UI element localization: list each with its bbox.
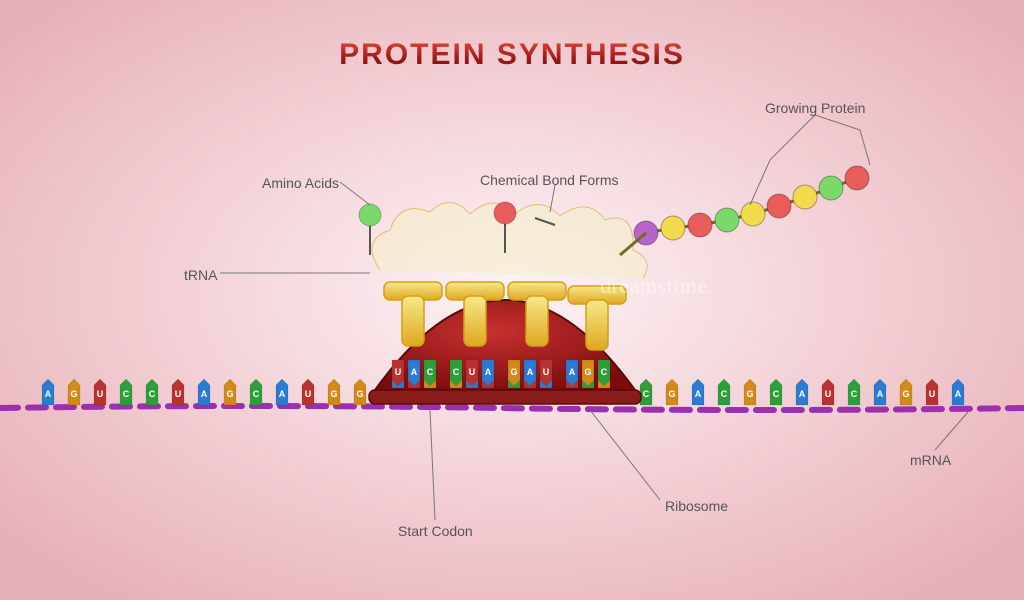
- label-trna: tRNA: [184, 267, 217, 283]
- page-title: PROTEIN SYNTHESIS: [339, 38, 685, 72]
- svg-text:A: A: [955, 389, 962, 399]
- svg-text:G: G: [356, 389, 363, 399]
- svg-text:G: G: [226, 389, 233, 399]
- label-start-codon: Start Codon: [398, 523, 473, 539]
- label-ribosome: Ribosome: [665, 498, 728, 514]
- svg-text:A: A: [527, 367, 534, 377]
- label-amino-acids: Amino Acids: [262, 175, 339, 191]
- svg-text:G: G: [902, 389, 909, 399]
- svg-text:C: C: [453, 367, 460, 377]
- svg-text:U: U: [97, 389, 104, 399]
- svg-text:U: U: [543, 367, 550, 377]
- svg-text:G: G: [70, 389, 77, 399]
- svg-text:C: C: [851, 389, 858, 399]
- svg-text:U: U: [825, 389, 832, 399]
- svg-text:U: U: [395, 367, 402, 377]
- svg-text:A: A: [569, 367, 576, 377]
- svg-text:U: U: [469, 367, 476, 377]
- svg-text:G: G: [668, 389, 675, 399]
- svg-text:G: G: [746, 389, 753, 399]
- svg-text:C: C: [427, 367, 434, 377]
- svg-text:C: C: [601, 367, 608, 377]
- label-growing-protein: Growing Protein: [765, 100, 865, 116]
- svg-text:C: C: [149, 389, 156, 399]
- svg-text:U: U: [175, 389, 182, 399]
- svg-text:A: A: [201, 389, 208, 399]
- svg-text:C: C: [123, 389, 130, 399]
- svg-text:A: A: [279, 389, 286, 399]
- label-mrna: mRNA: [910, 452, 951, 468]
- svg-text:C: C: [643, 389, 650, 399]
- svg-text:C: C: [773, 389, 780, 399]
- svg-text:C: C: [721, 389, 728, 399]
- svg-text:U: U: [305, 389, 312, 399]
- label-chemical-bond: Chemical Bond Forms: [480, 172, 619, 188]
- diagram-svg: AGUCCUAGCAUGGCGACGCAUCAGUAAUGUACGAUCUACU…: [0, 0, 1024, 600]
- svg-text:A: A: [485, 367, 492, 377]
- svg-text:G: G: [584, 367, 591, 377]
- diagram-canvas: AGUCCUAGCAUGGCGACGCAUCAGUAAUGUACGAUCUACU…: [0, 0, 1024, 600]
- svg-text:A: A: [799, 389, 806, 399]
- svg-text:A: A: [695, 389, 702, 399]
- svg-text:G: G: [330, 389, 337, 399]
- svg-text:U: U: [929, 389, 936, 399]
- svg-text:G: G: [510, 367, 517, 377]
- svg-text:A: A: [877, 389, 884, 399]
- svg-text:A: A: [45, 389, 52, 399]
- svg-text:C: C: [253, 389, 260, 399]
- svg-text:A: A: [411, 367, 418, 377]
